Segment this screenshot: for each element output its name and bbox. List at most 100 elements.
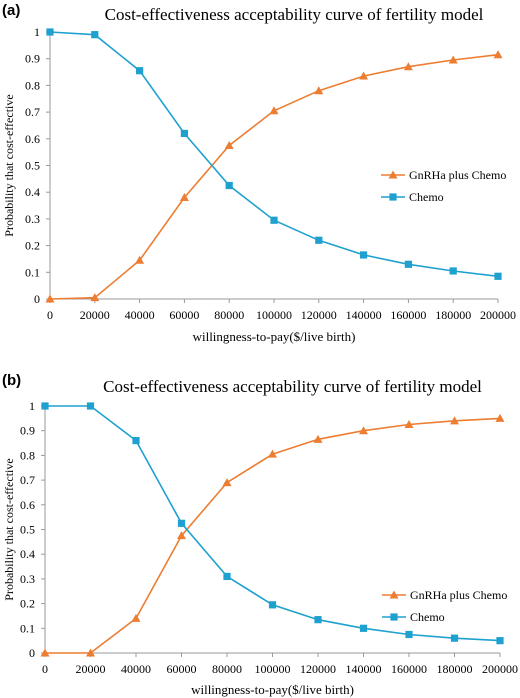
data-point-chemo <box>496 637 504 645</box>
y-tick-label: 1 <box>34 25 40 39</box>
data-point-gnrha-plus-chemo <box>268 449 277 458</box>
x-axis-label: willingness-to-pay($/live birth) <box>193 329 356 344</box>
data-point-gnrha-plus-chemo <box>314 86 324 95</box>
data-point-gnrha-plus-chemo <box>493 50 503 59</box>
data-point-gnrha-plus-chemo <box>359 426 368 435</box>
x-tick-label: 80000 <box>212 662 242 676</box>
series-line-chemo <box>49 31 499 278</box>
data-point-chemo <box>223 572 231 581</box>
panel-label-a: (a) <box>2 2 21 19</box>
data-point-gnrha-plus-chemo <box>359 71 369 80</box>
data-point-chemo <box>359 624 368 632</box>
data-point-chemo <box>136 67 144 75</box>
y-tick-label: 0.3 <box>25 212 40 226</box>
chart-panel-a: Cost-effectiveness acceptability curve o… <box>2 5 516 344</box>
x-tick-label: 60000 <box>167 662 197 676</box>
legend-marker-square <box>390 613 398 621</box>
y-tick-label: 0.8 <box>25 78 40 92</box>
y-tick-label: 0 <box>29 646 35 660</box>
chart-title: Cost-effectiveness acceptability curve o… <box>103 377 482 396</box>
y-tick-label: 0.1 <box>25 265 40 279</box>
x-tick-label: 160000 <box>390 308 426 322</box>
data-point-gnrha-plus-chemo <box>224 140 234 149</box>
x-tick-label: 140000 <box>346 308 382 322</box>
chart-panel-b: Cost-effectiveness acceptability curve o… <box>2 377 518 697</box>
y-tick-label: 0.7 <box>25 105 40 119</box>
data-point-gnrha-plus-chemo <box>313 434 323 443</box>
legend-label: GnRHa plus Chemo <box>410 588 507 602</box>
legend-label: GnRHa plus Chemo <box>409 168 506 182</box>
x-tick-label: 200000 <box>480 308 516 322</box>
x-tick-label: 0 <box>42 662 48 676</box>
legend-marker-triangle <box>389 590 399 599</box>
legend-marker-square <box>389 193 397 201</box>
data-point-chemo <box>41 402 49 410</box>
y-tick-label: 0.5 <box>20 523 35 537</box>
y-tick-label: 1 <box>29 399 35 413</box>
legend-label: Chemo <box>410 610 445 624</box>
data-point-chemo <box>86 402 95 410</box>
data-point-chemo <box>314 616 322 624</box>
data-point-chemo <box>132 436 140 445</box>
data-point-chemo <box>494 272 502 280</box>
y-tick-label: 0.5 <box>25 159 40 173</box>
data-point-gnrha-plus-chemo <box>269 106 279 115</box>
data-point-gnrha-plus-chemo <box>495 413 505 422</box>
x-tick-label: 160000 <box>391 662 427 676</box>
x-tick-label: 40000 <box>125 308 155 322</box>
data-point-gnrha-plus-chemo <box>135 255 145 264</box>
data-point-chemo <box>180 129 188 138</box>
x-tick-label: 20000 <box>80 308 110 322</box>
data-point-gnrha-plus-chemo <box>404 420 414 429</box>
x-tick-label: 140000 <box>346 662 382 676</box>
y-tick-label: 0.4 <box>25 185 40 199</box>
y-tick-label: 0.4 <box>20 547 35 561</box>
data-point-gnrha-plus-chemo <box>448 55 458 64</box>
x-tick-label: 100000 <box>255 662 291 676</box>
y-tick-label: 0.2 <box>20 597 35 611</box>
x-tick-label: 20000 <box>76 662 106 676</box>
y-tick-label: 0.6 <box>20 498 35 512</box>
x-tick-label: 80000 <box>214 308 244 322</box>
data-point-gnrha-plus-chemo <box>179 193 189 202</box>
y-tick-label: 0 <box>34 292 40 306</box>
y-tick-label: 0.7 <box>20 473 35 487</box>
data-point-chemo <box>450 634 459 642</box>
data-point-chemo <box>449 267 457 275</box>
y-tick-label: 0.1 <box>20 621 35 635</box>
y-tick-label: 0.8 <box>20 448 35 462</box>
x-tick-label: 120000 <box>300 662 336 676</box>
x-tick-label: 0 <box>47 308 53 322</box>
data-point-gnrha-plus-chemo <box>40 648 50 657</box>
data-point-gnrha-plus-chemo <box>450 416 459 425</box>
data-point-chemo <box>270 216 278 224</box>
data-point-chemo <box>360 251 368 259</box>
data-point-chemo <box>315 236 323 244</box>
x-tick-label: 180000 <box>437 662 473 676</box>
data-point-chemo <box>225 181 233 190</box>
x-tick-label: 100000 <box>256 308 292 322</box>
data-point-gnrha-plus-chemo <box>86 648 95 657</box>
legend-marker-triangle <box>388 170 398 179</box>
data-point-chemo <box>46 28 54 36</box>
data-point-chemo <box>404 260 412 268</box>
x-tick-label: 120000 <box>301 308 337 322</box>
y-tick-label: 0.9 <box>20 424 35 438</box>
x-tick-label: 60000 <box>169 308 199 322</box>
y-axis-label: Probability that cost-effective <box>2 458 16 600</box>
x-tick-label: 180000 <box>435 308 471 322</box>
panel-label-b: (b) <box>2 372 22 389</box>
data-point-chemo <box>177 519 186 527</box>
y-tick-label: 0.3 <box>20 572 35 586</box>
data-point-gnrha-plus-chemo <box>222 478 232 487</box>
y-axis-label: Probability that cost-effective <box>2 94 16 236</box>
data-point-chemo <box>91 31 99 39</box>
data-point-gnrha-plus-chemo <box>403 62 413 71</box>
y-tick-label: 0.9 <box>25 52 40 66</box>
x-tick-label: 200000 <box>482 662 518 676</box>
data-point-gnrha-plus-chemo <box>45 294 55 303</box>
data-point-gnrha-plus-chemo <box>131 613 141 622</box>
legend-label: Chemo <box>409 190 444 204</box>
y-tick-label: 0.2 <box>25 239 40 253</box>
